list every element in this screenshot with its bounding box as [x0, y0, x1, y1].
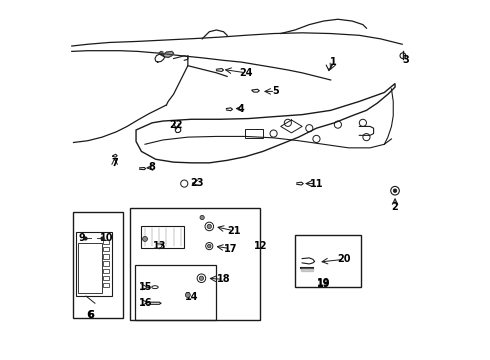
Text: 4: 4 [238, 104, 245, 113]
Text: 22: 22 [170, 120, 183, 130]
Bar [73, 212, 123, 318]
Text: 13: 13 [152, 241, 166, 251]
Circle shape [199, 276, 203, 280]
Text: 9: 9 [78, 233, 85, 243]
Bar [103, 240, 109, 244]
Text: 10: 10 [100, 233, 114, 243]
Bar [103, 269, 109, 273]
Text: 3: 3 [402, 55, 409, 65]
Bar [78, 243, 102, 293]
Bar [103, 261, 109, 266]
Text: 19: 19 [317, 278, 330, 288]
Bar [130, 207, 260, 320]
Circle shape [185, 293, 190, 297]
Text: 2: 2 [392, 202, 398, 212]
Circle shape [200, 215, 204, 220]
Text: 7: 7 [111, 158, 118, 168]
Circle shape [393, 189, 397, 193]
Text: 6: 6 [87, 310, 94, 320]
Polygon shape [159, 51, 173, 58]
Text: 6: 6 [87, 310, 95, 320]
Circle shape [207, 244, 211, 248]
Bar [245, 129, 263, 138]
Text: 18: 18 [217, 274, 230, 284]
Text: 24: 24 [239, 68, 253, 78]
Bar [103, 276, 109, 280]
Text: 21: 21 [227, 226, 240, 236]
Circle shape [143, 237, 147, 242]
Bar [103, 283, 109, 287]
Circle shape [207, 224, 211, 229]
Bar [103, 247, 109, 251]
Bar [76, 232, 112, 296]
Text: 8: 8 [148, 162, 155, 172]
Text: 17: 17 [224, 244, 238, 253]
Text: 16: 16 [139, 297, 152, 307]
Bar [135, 265, 217, 320]
Polygon shape [301, 267, 313, 271]
Text: 15: 15 [139, 282, 152, 292]
Text: 11: 11 [310, 179, 323, 189]
Bar [295, 235, 361, 287]
Text: 12: 12 [254, 241, 267, 251]
Bar [142, 226, 184, 248]
Bar [103, 254, 109, 258]
Text: 19: 19 [317, 279, 330, 289]
Text: 14: 14 [185, 292, 198, 302]
Text: 1: 1 [330, 57, 337, 67]
Text: 23: 23 [191, 178, 204, 188]
Text: 20: 20 [338, 254, 351, 264]
Text: 5: 5 [272, 86, 279, 96]
